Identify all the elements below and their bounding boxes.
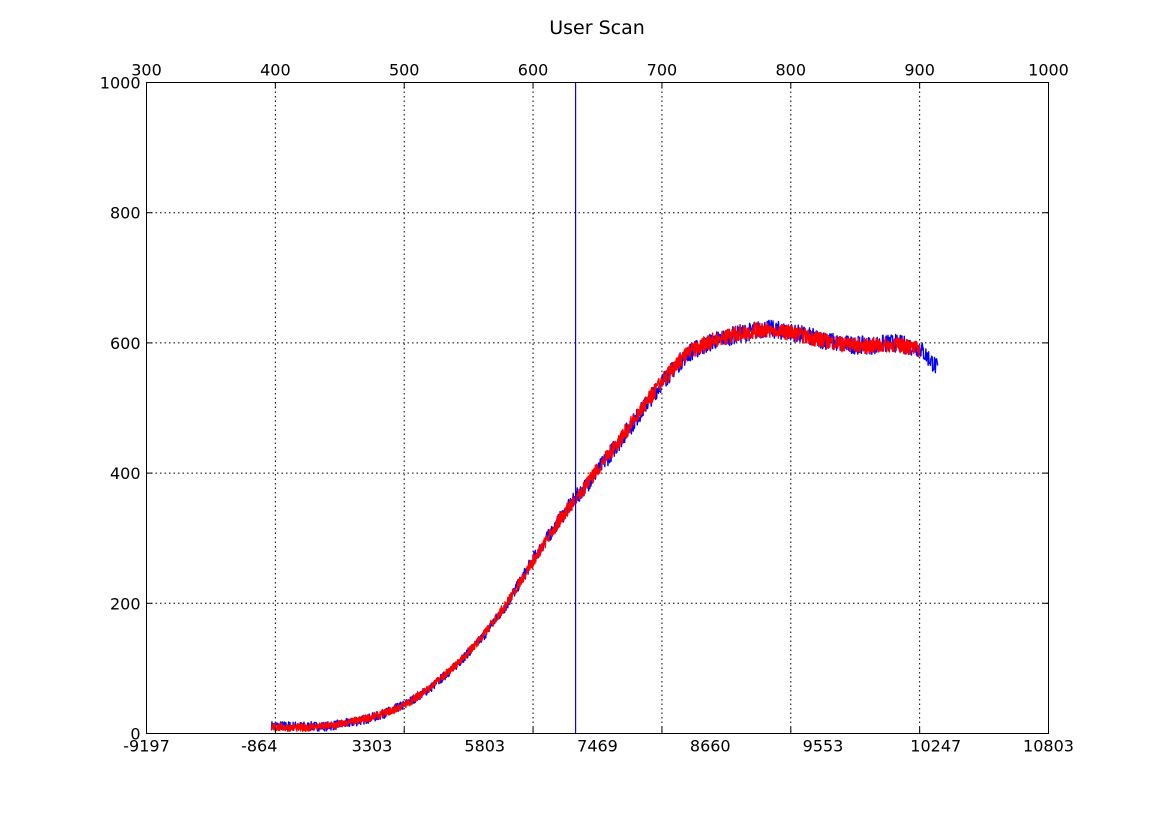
top-tick-label: 900	[904, 61, 935, 80]
grid-lines	[146, 82, 1049, 734]
series-segment-red	[554, 500, 570, 535]
y-axis-labels: 0 200 400 600 800 1000	[100, 74, 141, 744]
top-tick-label: 500	[389, 61, 420, 80]
series-segment-red	[781, 325, 797, 342]
series-line-0	[270, 319, 939, 732]
series-segment-red	[724, 328, 740, 345]
series-segment-red	[270, 722, 287, 732]
series-segment-red	[667, 352, 684, 382]
series-segment-red	[582, 463, 599, 494]
series-line-1	[271, 322, 921, 733]
series-segment-red	[752, 320, 769, 339]
series-segment-red	[412, 686, 428, 702]
series-segment-red	[611, 426, 627, 455]
series-segment-red	[866, 338, 882, 354]
bottom-tick-label: 7469	[577, 737, 618, 756]
series-segment-red	[695, 335, 712, 355]
series-segment-red	[440, 663, 457, 681]
bottom-axis-labels: -9197 -864 3303 5803 7469 8660 9553 10247 10803	[123, 737, 1074, 756]
bottom-tick-label: 10803	[1023, 737, 1074, 756]
bottom-tick-label: 8660	[690, 737, 731, 756]
bottom-tick-label: -864	[241, 737, 277, 756]
plot-frame	[146, 82, 1049, 734]
y-tick-label: 1000	[100, 74, 141, 93]
series-segment-red	[639, 388, 655, 416]
top-tick-label: 400	[260, 61, 291, 80]
series-segment-red	[809, 331, 825, 348]
top-tick-label: 300	[131, 61, 162, 80]
bottom-tick-label: -9197	[123, 737, 170, 756]
series-segment-red	[469, 632, 485, 655]
series-segment-red	[525, 549, 542, 573]
series-segment-red	[384, 704, 400, 716]
top-tick-label: 700	[647, 61, 678, 80]
series-segment-red	[837, 336, 854, 352]
series-segment-red	[497, 593, 513, 617]
series-segment-red	[299, 722, 315, 733]
bottom-tick-label: 9553	[803, 737, 844, 756]
top-tick-label: 800	[776, 61, 807, 80]
series-segment-red	[894, 337, 910, 355]
top-tick-label: 600	[518, 61, 549, 80]
chart-title: User Scan	[549, 17, 645, 39]
top-axis-labels: 300 400 500 600 700 800 900 1000	[131, 61, 1069, 80]
series-segment-red	[355, 713, 371, 724]
y-tick-label: 400	[110, 464, 141, 483]
y-tick-label: 600	[110, 334, 141, 353]
bottom-tick-label: 5803	[464, 737, 505, 756]
y-tick-label: 0	[130, 725, 140, 744]
series-segment-red	[327, 719, 343, 731]
tick-marks	[146, 82, 1049, 734]
y-tick-label: 200	[110, 594, 141, 613]
y-tick-label: 800	[110, 204, 141, 223]
bottom-tick-label: 10247	[910, 737, 961, 756]
series-layer	[270, 319, 939, 733]
bottom-tick-label: 3303	[352, 737, 393, 756]
top-tick-label: 1000	[1028, 61, 1069, 80]
